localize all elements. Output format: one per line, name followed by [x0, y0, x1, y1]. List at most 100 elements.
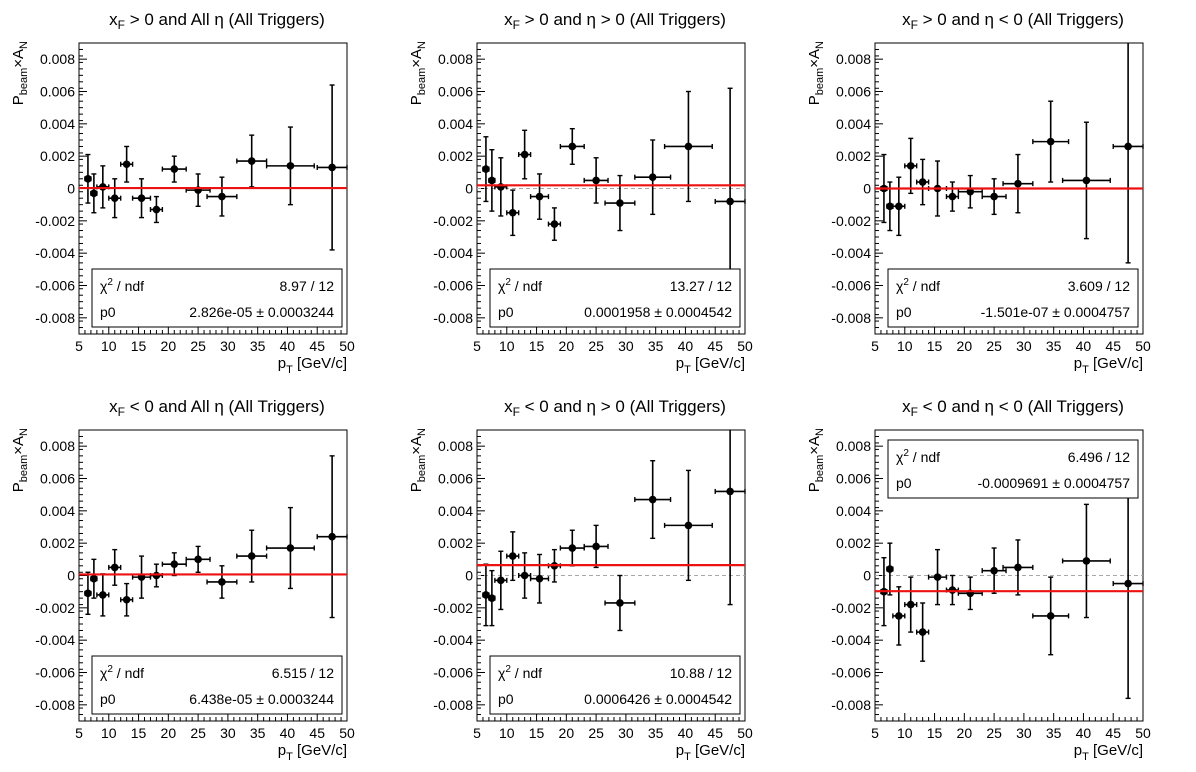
data-point	[161, 552, 187, 577]
data-marker	[122, 595, 131, 604]
x-axis-label: pT [GeV/c]	[676, 742, 745, 763]
y-tick-label: 0.002	[438, 535, 473, 551]
y-tick-label: 0.008	[438, 51, 473, 67]
x-tick-label: 25	[588, 338, 604, 354]
data-marker	[535, 192, 544, 201]
title-text: < 0 and η > 0 (All Triggers)	[520, 397, 726, 416]
x-tick-label: 30	[618, 725, 634, 741]
x-label-unit: [GeV/c]	[293, 742, 347, 759]
y-axis-label: Pbeam×AN	[806, 428, 826, 492]
x-label-main: p	[1074, 355, 1082, 372]
y-tick-label: 0.002	[836, 535, 871, 551]
data-marker	[1014, 563, 1022, 572]
x-tick-label: 25	[986, 725, 1002, 741]
x-tick-label: 30	[220, 725, 236, 741]
y-tick-label: 0	[67, 568, 75, 584]
chi2-symbol: χ	[896, 449, 904, 465]
data-point	[185, 173, 211, 207]
data-point	[482, 563, 490, 627]
data-marker	[948, 586, 957, 594]
ndf-text: / ndf	[113, 278, 144, 294]
stats-box: χ2 / ndf 8.97 / 12 p0 2.826e-05 ± 0.0003244	[91, 268, 343, 328]
chi2-ndf-value: 10.88 / 12	[670, 665, 732, 681]
data-marker	[684, 142, 693, 151]
data-point	[236, 134, 268, 188]
x-label-main: p	[676, 742, 684, 759]
y-label-subscript-n: N	[18, 428, 30, 436]
data-marker	[286, 544, 295, 552]
y-tick-label: -0.004	[831, 632, 871, 648]
data-point	[634, 139, 672, 216]
y-axis-label: Pbeam×AN	[408, 428, 428, 492]
y-label-times-a: ×A	[408, 49, 425, 68]
data-point	[185, 545, 211, 573]
y-tick-label: 0.006	[40, 84, 75, 100]
data-marker	[497, 576, 505, 585]
data-marker	[137, 194, 146, 202]
x-tick-label: 30	[220, 338, 236, 354]
data-point	[604, 174, 636, 232]
p0-label: p0	[498, 304, 514, 320]
x-label-main: p	[278, 355, 286, 372]
y-tick-label: -0.004	[35, 632, 75, 648]
data-marker	[497, 183, 505, 191]
chi2-label: χ2 / ndf	[100, 277, 144, 294]
y-tick-label: -0.002	[433, 600, 473, 616]
x-tick-label: 35	[1046, 338, 1062, 354]
title-text: > 0 and η > 0 (All Triggers)	[520, 10, 726, 29]
data-point	[119, 582, 134, 617]
data-point	[915, 158, 930, 206]
data-point	[96, 165, 110, 209]
panel-title: xF > 0 and η < 0 (All Triggers)	[902, 10, 1124, 32]
data-marker	[110, 194, 119, 202]
title-text: < 0 and All η (All Triggers)	[125, 397, 325, 416]
x-tick-label: 10	[499, 338, 515, 354]
stats-box-frame	[489, 655, 741, 715]
x-tick-label: 10	[897, 725, 913, 741]
panel-title: xF > 0 and η > 0 (All Triggers)	[504, 10, 726, 32]
chi2-superscript: 2	[107, 664, 113, 675]
data-marker	[648, 173, 657, 181]
data-point	[206, 565, 238, 599]
x-tick-label: 10	[897, 338, 913, 354]
x-tick-label: 35	[648, 725, 664, 741]
y-tick-label: 0.006	[836, 84, 871, 100]
data-point	[1061, 121, 1111, 240]
p0-value: -0.0009691 ± 0.0004757	[978, 475, 1131, 491]
chi2-symbol: χ	[498, 278, 506, 294]
stats-box: χ2 / ndf 13.27 / 12 p0 0.0001958 ± 0.000454…	[489, 268, 741, 328]
panel-title: xF < 0 and All η (All Triggers)	[109, 397, 325, 419]
x-label-unit: [GeV/c]	[1089, 742, 1143, 759]
data-point	[886, 542, 894, 596]
y-tick-label: -0.008	[831, 310, 871, 326]
panel-title: xF < 0 and η < 0 (All Triggers)	[902, 397, 1124, 419]
data-marker	[520, 150, 529, 159]
data-marker	[648, 495, 657, 504]
y-label-subscript-beam: beam	[416, 455, 428, 483]
x-tick-label: 25	[588, 725, 604, 741]
p0-value: 0.0006426 ± 0.0004542	[584, 691, 732, 707]
data-marker	[328, 163, 336, 172]
data-marker	[895, 202, 903, 211]
data-point	[84, 571, 92, 615]
x-label-subscript: T	[684, 751, 691, 763]
y-tick-label: 0.008	[836, 51, 871, 67]
data-point	[482, 136, 490, 203]
y-label-main: P	[408, 95, 425, 105]
stats-box: χ2 / ndf 6.515 / 12 p0 6.438e-05 ± 0.000324…	[91, 655, 343, 715]
y-tick-label: 0.002	[438, 148, 473, 164]
data-marker	[90, 574, 98, 583]
data-marker	[247, 552, 256, 560]
x-tick-label: 45	[707, 725, 723, 741]
y-tick-label: 0.008	[836, 438, 871, 454]
data-marker	[535, 574, 544, 583]
x-label-subscript: T	[286, 751, 293, 763]
y-tick-label: 0.008	[40, 438, 75, 454]
x-tick-label: 20	[957, 725, 973, 741]
chi2-label: χ2 / ndf	[498, 664, 542, 681]
x-tick-label: 15	[927, 338, 943, 354]
x-label-subscript: T	[684, 364, 691, 376]
x-tick-label: 20	[957, 338, 973, 354]
x-tick-label: 45	[1105, 725, 1121, 741]
